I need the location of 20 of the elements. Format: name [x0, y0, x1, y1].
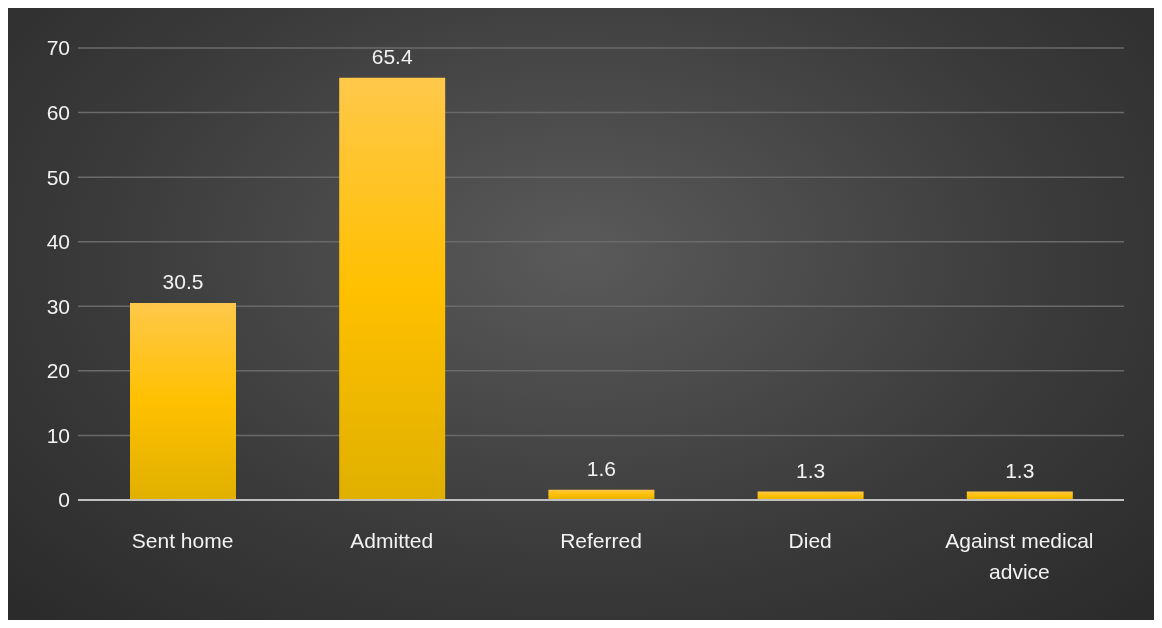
x-tick-label: Referred [560, 529, 642, 552]
data-label: 1.3 [796, 458, 826, 482]
data-label: 30.5 [162, 270, 204, 294]
y-tick-label: 0 [58, 488, 70, 512]
y-tick-label: 70 [46, 36, 70, 60]
x-tick-label: Against medical advice [945, 529, 1094, 583]
bar [339, 77, 446, 500]
data-label: 1.3 [1005, 458, 1035, 482]
x-tick-label: Died [788, 529, 832, 552]
y-tick-label: 20 [46, 359, 70, 383]
y-tick-label: 40 [46, 230, 70, 254]
x-tick-label: Admitted [350, 529, 434, 552]
y-tick-label: 10 [46, 423, 70, 447]
y-tick-label: 50 [46, 165, 70, 189]
bar [130, 303, 236, 500]
x-tick-label: Sent home [131, 529, 234, 552]
y-tick-label: 60 [46, 101, 70, 125]
data-label: 1.6 [586, 456, 616, 480]
y-tick-label: 30 [46, 294, 70, 318]
data-label: 65.4 [371, 44, 413, 68]
